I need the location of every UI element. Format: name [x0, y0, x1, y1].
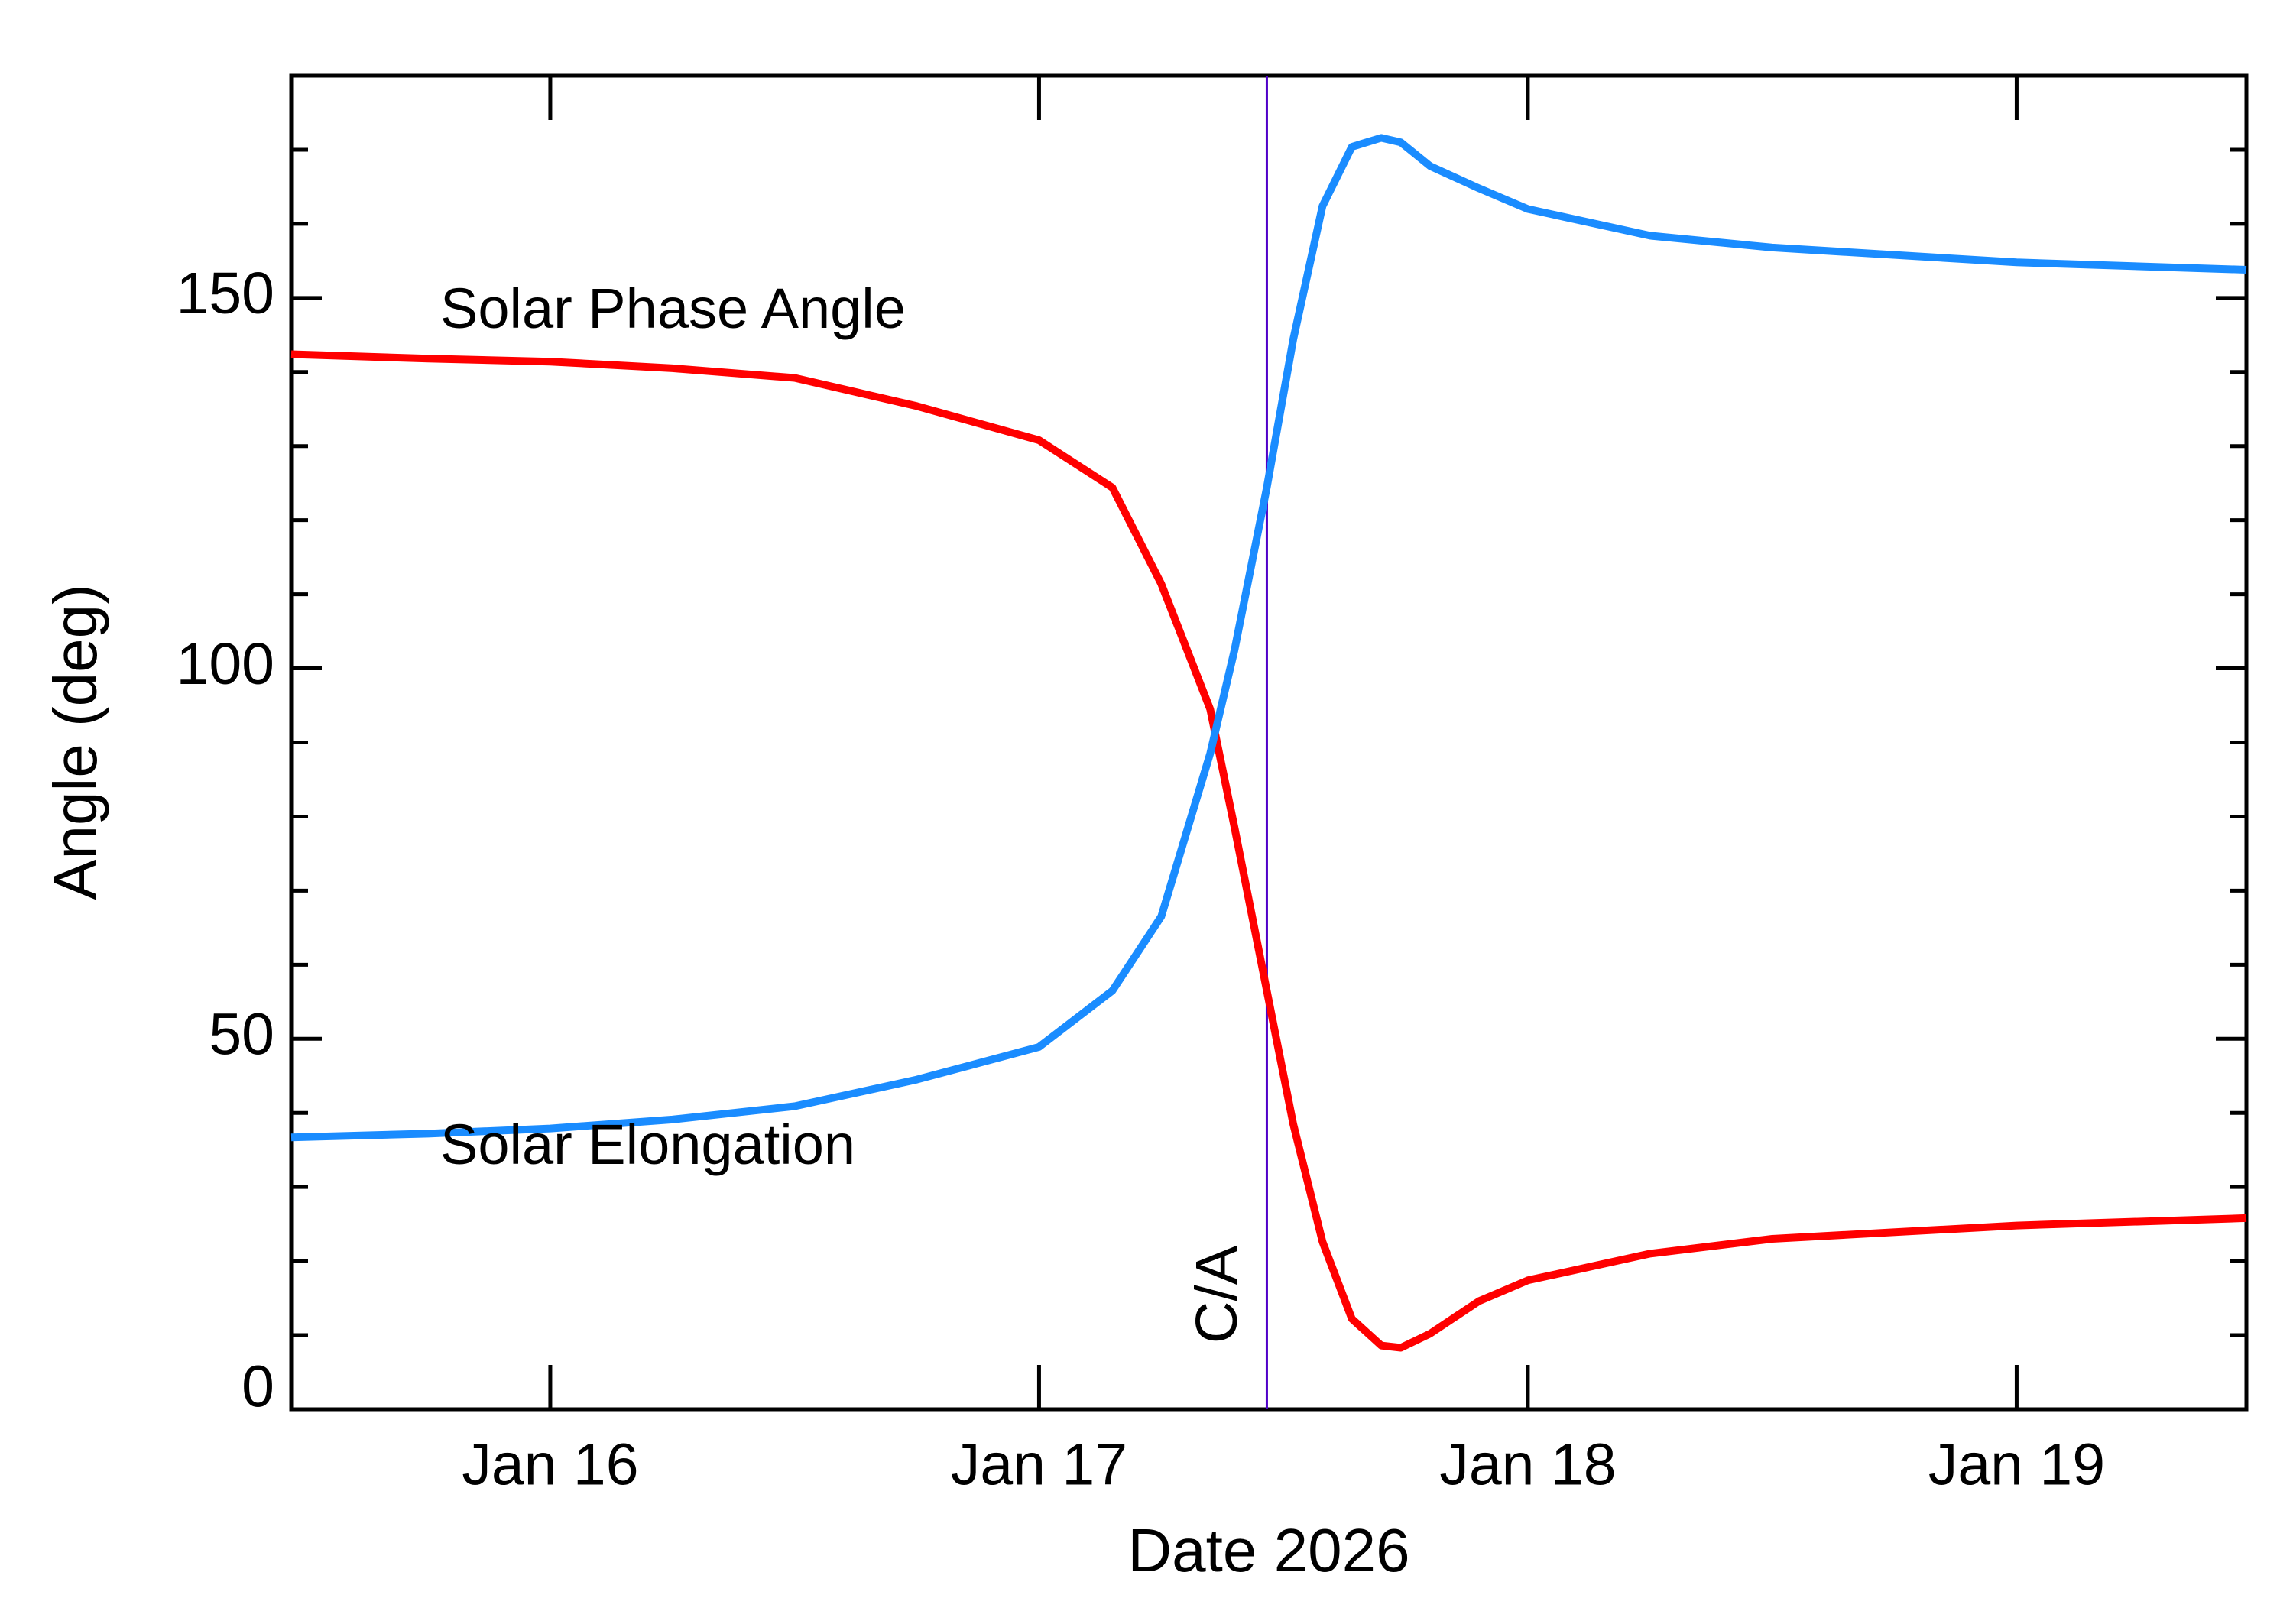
- x-tick-label: Jan 16: [462, 1431, 638, 1497]
- y-tick-label: 150: [177, 261, 274, 326]
- series-line: [290, 350, 2247, 1352]
- series-label: Solar Phase Angle: [440, 277, 906, 340]
- x-tick-label: Jan 17: [951, 1431, 1127, 1497]
- x-axis-label: Date 2026: [1127, 1516, 1409, 1584]
- y-axis-label: Angle (deg): [41, 584, 109, 900]
- annotation: C/A: [1184, 1245, 1250, 1344]
- y-tick-label: 50: [209, 1002, 274, 1068]
- y-tick-label: 100: [177, 631, 274, 697]
- series-label: Solar Elongation: [440, 1113, 855, 1176]
- y-tick-label: 0: [242, 1353, 274, 1419]
- plot-frame: [289, 73, 2249, 1412]
- series-line: [290, 134, 2247, 1142]
- x-tick-label: Jan 19: [1928, 1431, 2105, 1497]
- x-tick-label: Jan 18: [1439, 1431, 1616, 1497]
